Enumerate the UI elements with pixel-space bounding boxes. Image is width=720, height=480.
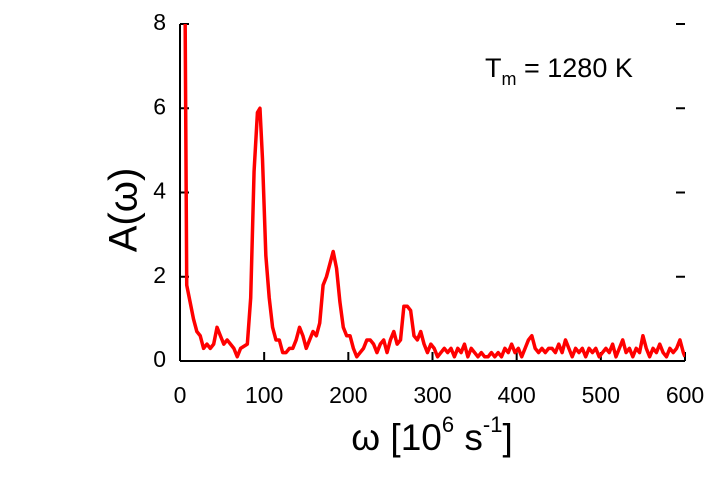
x-axis-label: ω [106 s-1] [351, 412, 512, 458]
y-tick-label: 4 [153, 178, 166, 204]
annotation-rest: = 1280 K [517, 53, 633, 83]
x-tick-label: 600 [666, 382, 704, 408]
x-tick-label: 500 [582, 382, 620, 408]
data-line [183, 24, 685, 359]
x-tick-label: 100 [245, 382, 283, 408]
y-tick-label: 0 [153, 346, 166, 372]
y-tick-label: 8 [153, 9, 166, 35]
x-label-part: ] [502, 417, 512, 458]
x-label-sup: 6 [442, 412, 454, 437]
x-tick-label: 300 [413, 382, 451, 408]
y-tick-label: 2 [153, 262, 166, 288]
x-tick-label: 200 [329, 382, 367, 408]
y-axis-label: A(ω) [102, 168, 146, 253]
x-label-part: s [454, 417, 483, 458]
annotation-sub: m [502, 69, 517, 89]
annotation: Tm = 1280 K [485, 53, 633, 89]
x-label-part: ω [10 [351, 417, 442, 458]
x-tick-label: 0 [174, 382, 187, 408]
x-tick-label: 400 [497, 382, 535, 408]
x-label-sup: -1 [483, 412, 503, 437]
y-tick-label: 6 [153, 93, 166, 119]
annotation-main: T [485, 53, 502, 83]
